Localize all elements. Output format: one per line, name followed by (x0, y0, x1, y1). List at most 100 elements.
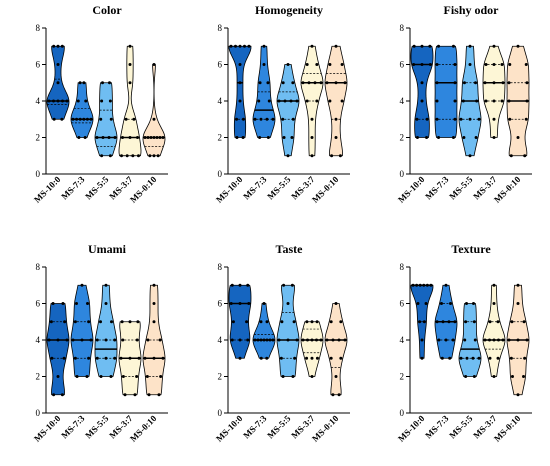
data-point (267, 99, 271, 103)
data-point (253, 117, 257, 121)
data-point (56, 63, 60, 66)
data-point (71, 338, 75, 342)
data-point (136, 154, 140, 158)
data-point (56, 338, 60, 342)
data-point (47, 99, 51, 103)
data-point (108, 81, 111, 85)
data-point (56, 375, 60, 378)
data-point (241, 117, 245, 121)
data-point (420, 63, 424, 66)
violin-ms-0-10 (324, 303, 348, 396)
data-point (412, 44, 416, 48)
data-point (492, 117, 496, 121)
data-point (459, 117, 463, 121)
data-point (85, 117, 89, 121)
data-point (286, 338, 290, 342)
data-point (291, 117, 295, 121)
data-point (149, 136, 153, 139)
data-point (49, 320, 53, 324)
data-point (132, 117, 136, 121)
data-point (155, 136, 159, 139)
data-point (143, 356, 147, 360)
data-point (500, 99, 504, 103)
data-point (468, 63, 472, 66)
data-point (415, 136, 419, 139)
violin-ms-7-3 (70, 284, 94, 377)
data-point (334, 44, 338, 48)
data-point (243, 44, 246, 48)
data-point (453, 320, 457, 324)
data-point (89, 117, 93, 121)
data-point (147, 393, 151, 397)
data-point (229, 44, 233, 48)
data-point (315, 356, 319, 360)
data-point (230, 283, 234, 287)
data-point (484, 63, 488, 66)
data-point (99, 117, 103, 121)
data-point (277, 99, 281, 103)
data-point (125, 154, 129, 158)
violin-ms-7-3 (252, 45, 276, 138)
data-point (439, 302, 443, 305)
data-point (121, 338, 125, 342)
data-point (286, 154, 290, 158)
data-point (75, 375, 79, 378)
data-point (152, 63, 156, 66)
data-point (328, 99, 332, 103)
data-point (462, 136, 466, 139)
data-point (435, 320, 439, 324)
data-point (85, 375, 89, 378)
data-point (451, 136, 455, 139)
data-point (133, 393, 137, 397)
data-point (453, 63, 457, 66)
data-point (435, 117, 439, 121)
data-point (425, 117, 429, 121)
data-point (329, 320, 333, 324)
panel-title: Texture (451, 242, 491, 256)
data-point (435, 81, 439, 85)
data-point (146, 338, 150, 342)
panel-title: Fishy odor (443, 3, 499, 17)
data-point (101, 136, 105, 139)
data-point (477, 117, 481, 121)
data-point (329, 356, 333, 360)
data-point (281, 81, 285, 85)
y-tick-label: 0 (400, 408, 405, 418)
data-point (338, 154, 342, 158)
data-point (334, 302, 338, 305)
data-point (71, 117, 75, 121)
violin-ms-3-7 (482, 284, 506, 377)
data-point (271, 338, 275, 342)
data-point (305, 63, 309, 66)
data-point (315, 99, 319, 103)
data-point (523, 154, 527, 158)
data-point (113, 338, 117, 342)
data-point (328, 63, 332, 66)
data-point (468, 44, 472, 48)
data-point (108, 99, 112, 103)
data-point (291, 81, 295, 85)
data-point (310, 375, 314, 378)
y-tick-label: 2 (218, 133, 223, 143)
data-point (516, 393, 520, 397)
data-point (492, 44, 496, 48)
data-point (99, 375, 103, 378)
data-point (500, 63, 504, 66)
data-point (301, 338, 305, 342)
data-point (128, 320, 132, 324)
y-tick-label: 2 (218, 372, 223, 382)
data-point (282, 136, 286, 139)
violin-ms-10-0 (46, 303, 70, 396)
data-point (440, 356, 444, 360)
data-point (448, 356, 452, 360)
data-point (271, 117, 275, 121)
data-point (128, 136, 132, 139)
data-point (420, 99, 424, 103)
data-point (447, 320, 451, 324)
data-point (266, 136, 270, 139)
data-point (420, 44, 424, 48)
y-tick-label: 8 (400, 23, 405, 33)
data-point (449, 302, 453, 305)
data-point (231, 320, 235, 324)
data-point (82, 81, 86, 85)
